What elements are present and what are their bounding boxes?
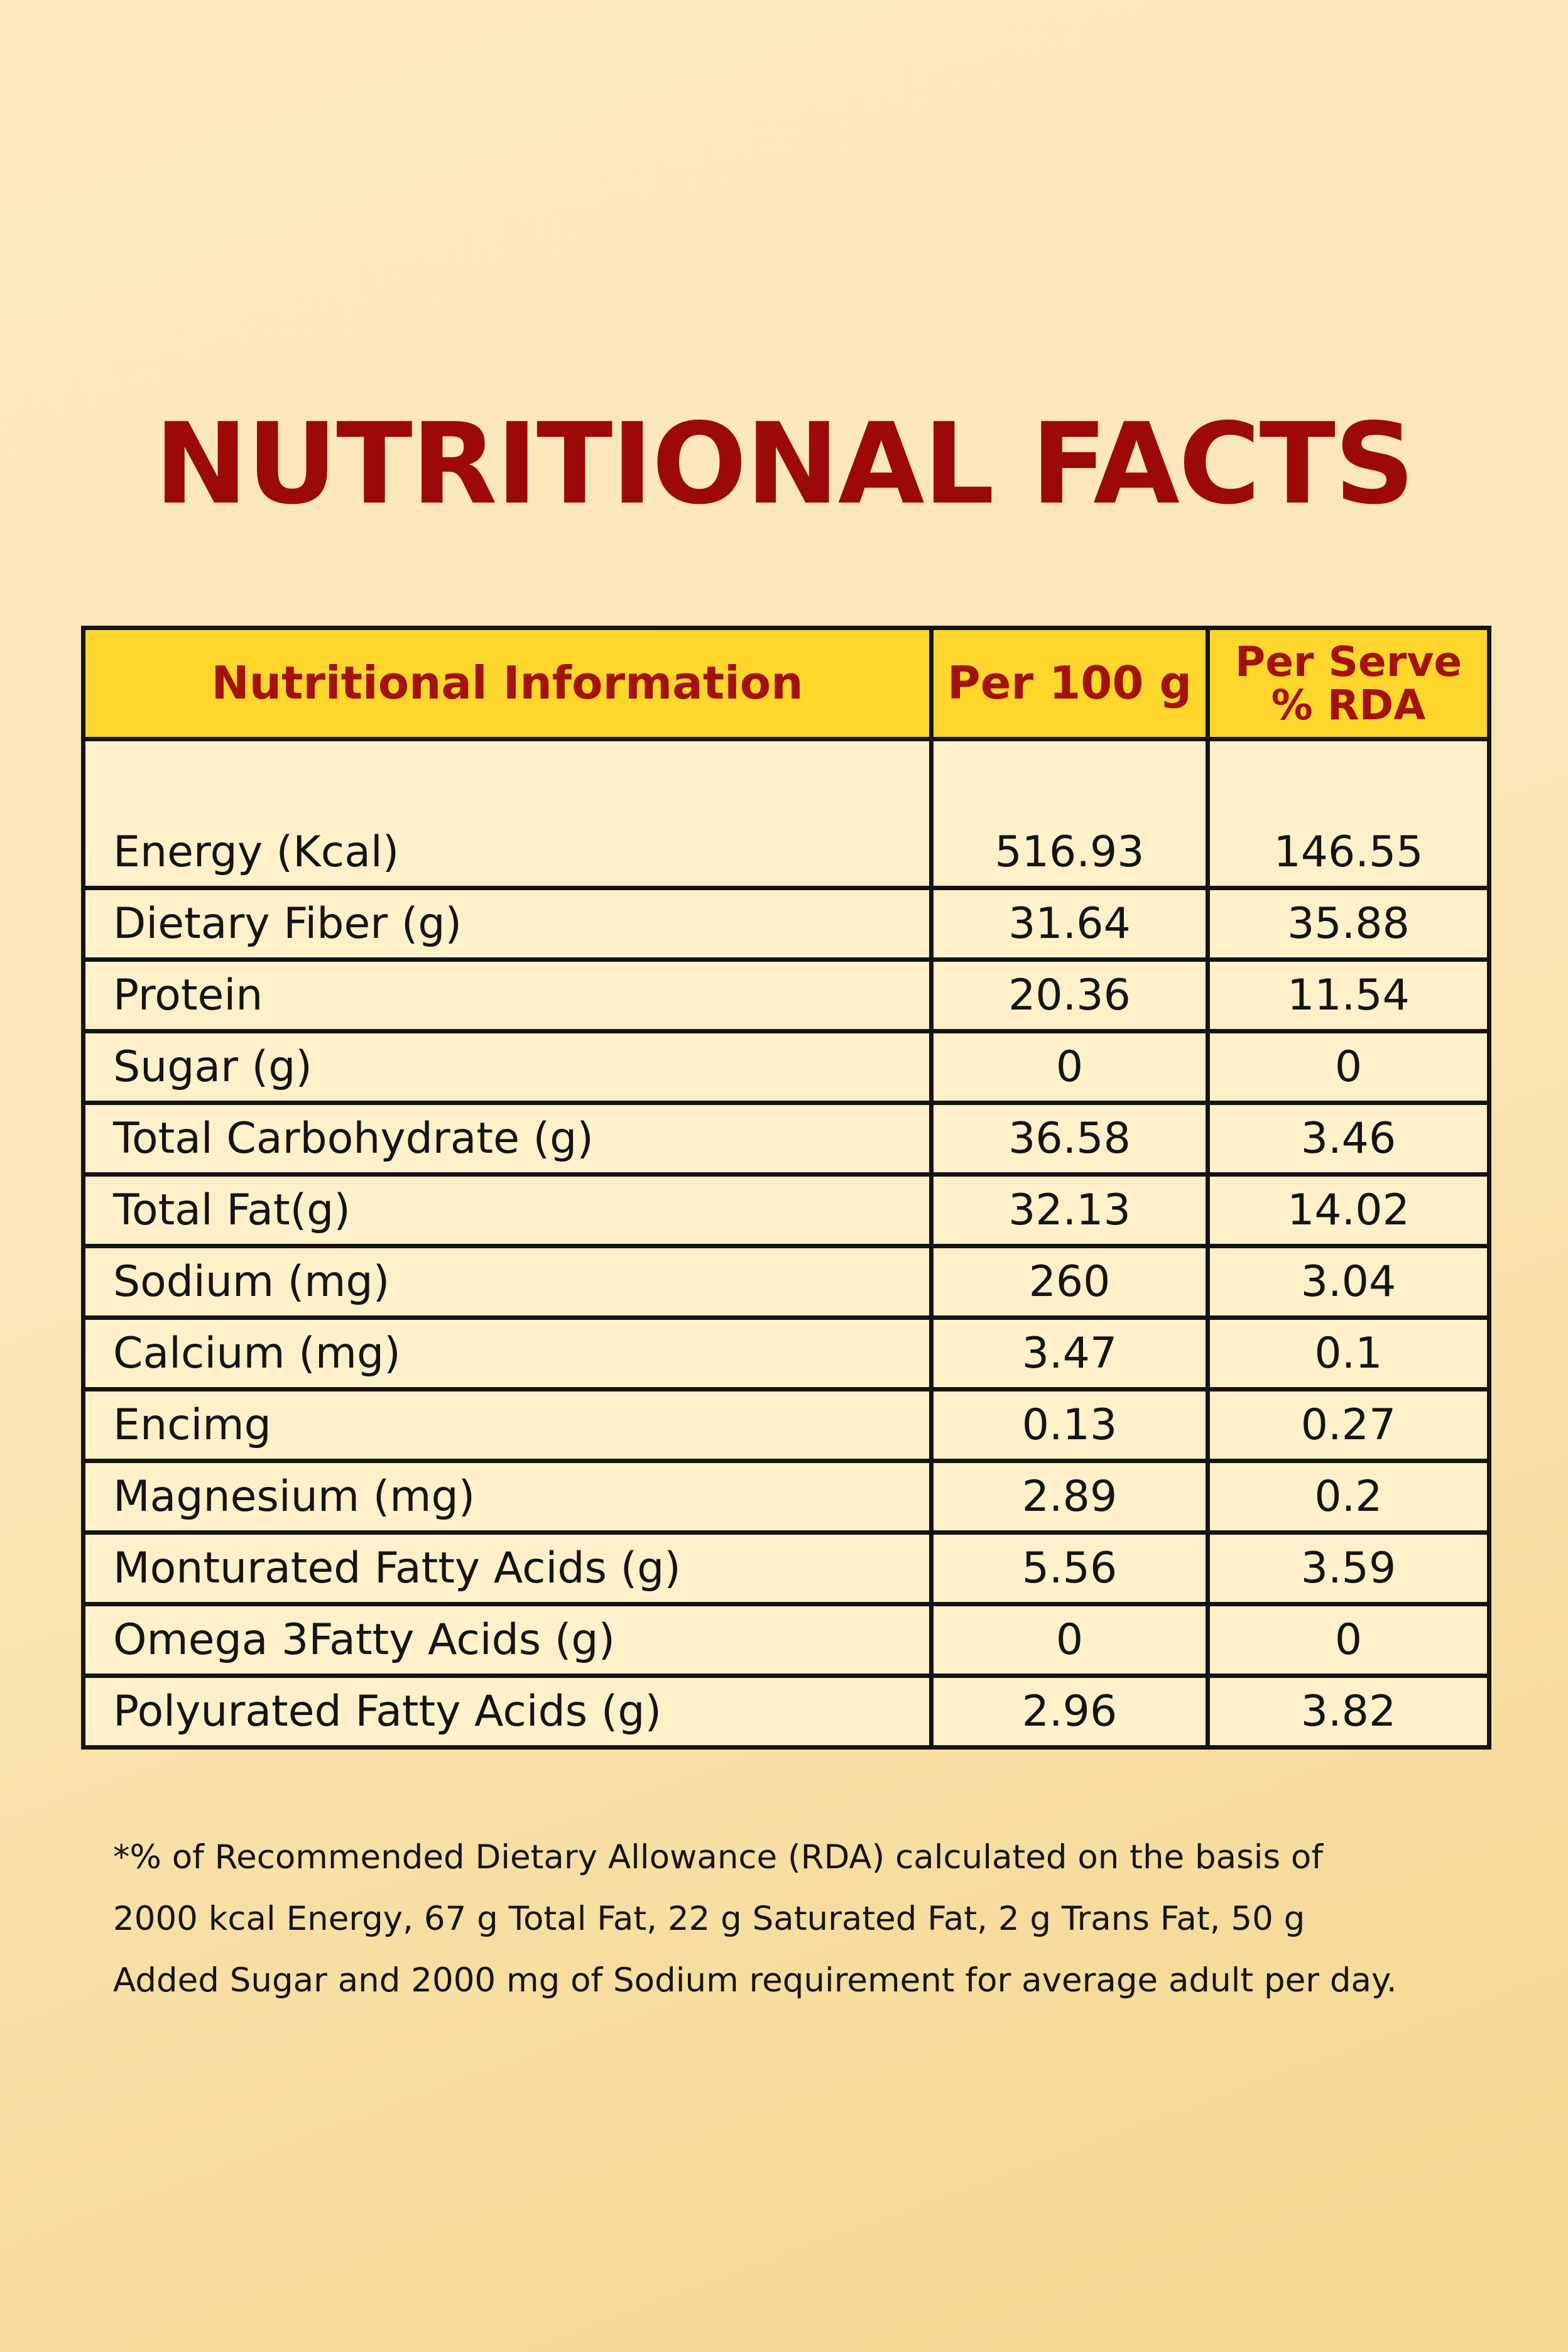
rda-value: 11.54: [1206, 957, 1491, 1033]
per-100g-value: 2.96: [929, 1674, 1210, 1750]
nutrient-name: Magnesium (mg): [81, 1459, 934, 1535]
rda-value: 3.59: [1206, 1530, 1491, 1606]
per-100g-value: 0.13: [929, 1387, 1210, 1463]
table-row: Dietary Fiber (g) 31.64 35.88: [81, 886, 1491, 962]
table-header-row: Nutritional Information Per 100 g Per Se…: [81, 626, 1491, 741]
header-per-100g: Per 100 g: [929, 626, 1210, 741]
table-row: Monturated Fatty Acids (g) 5.56 3.59: [81, 1530, 1491, 1606]
nutrition-table: Nutritional Information Per 100 g Per Se…: [81, 626, 1491, 1750]
table-row: Magnesium (mg) 2.89 0.2: [81, 1459, 1491, 1535]
header-nutritional-information: Nutritional Information: [81, 626, 934, 741]
table-row: Total Carbohydrate (g) 36.58 3.46: [81, 1101, 1491, 1177]
header-rda-line1: Per Serve: [1234, 637, 1462, 686]
table-row: Total Fat(g) 32.13 14.02: [81, 1172, 1491, 1248]
per-100g-value: 516.93: [929, 737, 1210, 890]
table-row: Energy (Kcal) 516.93 146.55: [81, 737, 1491, 890]
table-row: Encimg 0.13 0.27: [81, 1387, 1491, 1463]
per-100g-value: 31.64: [929, 886, 1210, 962]
rda-value: 0.1: [1206, 1315, 1491, 1391]
nutrient-name: Protein: [81, 957, 934, 1033]
nutrient-name: Sodium (mg): [81, 1244, 934, 1320]
per-100g-value: 2.89: [929, 1459, 1210, 1535]
table-row: Polyurated Fatty Acids (g) 2.96 3.82: [81, 1674, 1491, 1750]
footnote-line: 2000 kcal Energy, 67 g Total Fat, 22 g S…: [113, 1900, 1305, 1938]
per-100g-value: 36.58: [929, 1101, 1210, 1177]
table-row: Omega 3Fatty Acids (g) 0 0: [81, 1602, 1491, 1678]
nutrient-name: Monturated Fatty Acids (g): [81, 1530, 934, 1606]
header-per-serve-rda: Per Serve % RDA: [1206, 626, 1491, 741]
table-row: Sugar (g) 0 0: [81, 1029, 1491, 1105]
nutrient-name: Omega 3Fatty Acids (g): [81, 1602, 934, 1678]
rda-value: 3.46: [1206, 1101, 1491, 1177]
rda-value: 0: [1206, 1602, 1491, 1678]
footnote-line: Added Sugar and 2000 mg of Sodium requir…: [113, 1961, 1397, 2000]
footnote-line: *% of Recommended Dietary Allowance (RDA…: [113, 1838, 1324, 1876]
nutrient-name: Energy (Kcal): [81, 737, 934, 890]
table-row: Protein 20.36 11.54: [81, 957, 1491, 1033]
nutrient-name: Encimg: [81, 1387, 934, 1463]
per-100g-value: 0: [929, 1029, 1210, 1105]
rda-value: 0.27: [1206, 1387, 1491, 1463]
rda-value: 0: [1206, 1029, 1491, 1105]
nutrient-name: Calcium (mg): [81, 1315, 934, 1391]
nutrient-name: Dietary Fiber (g): [81, 886, 934, 962]
per-100g-value: 3.47: [929, 1315, 1210, 1391]
nutrient-name: Total Carbohydrate (g): [81, 1101, 934, 1177]
rda-footnote: *% of Recommended Dietary Allowance (RDA…: [113, 1827, 1495, 2012]
per-100g-value: 32.13: [929, 1172, 1210, 1248]
nutrient-name: Sugar (g): [81, 1029, 934, 1105]
page-title: NUTRITIONAL FACTS: [154, 399, 1415, 529]
rda-value: 146.55: [1206, 737, 1491, 890]
rda-value: 3.04: [1206, 1244, 1491, 1320]
nutrient-name: Total Fat(g): [81, 1172, 934, 1248]
rda-value: 3.82: [1206, 1674, 1491, 1750]
table-row: Sodium (mg) 260 3.04: [81, 1244, 1491, 1320]
per-100g-value: 20.36: [929, 957, 1210, 1033]
header-rda-line2: % RDA: [1271, 681, 1426, 729]
rda-value: 0.2: [1206, 1459, 1491, 1535]
rda-value: 14.02: [1206, 1172, 1491, 1248]
per-100g-value: 0: [929, 1602, 1210, 1678]
per-100g-value: 5.56: [929, 1530, 1210, 1606]
table-row: Calcium (mg) 3.47 0.1: [81, 1315, 1491, 1391]
nutrient-name: Polyurated Fatty Acids (g): [81, 1674, 934, 1750]
rda-value: 35.88: [1206, 886, 1491, 962]
per-100g-value: 260: [929, 1244, 1210, 1320]
